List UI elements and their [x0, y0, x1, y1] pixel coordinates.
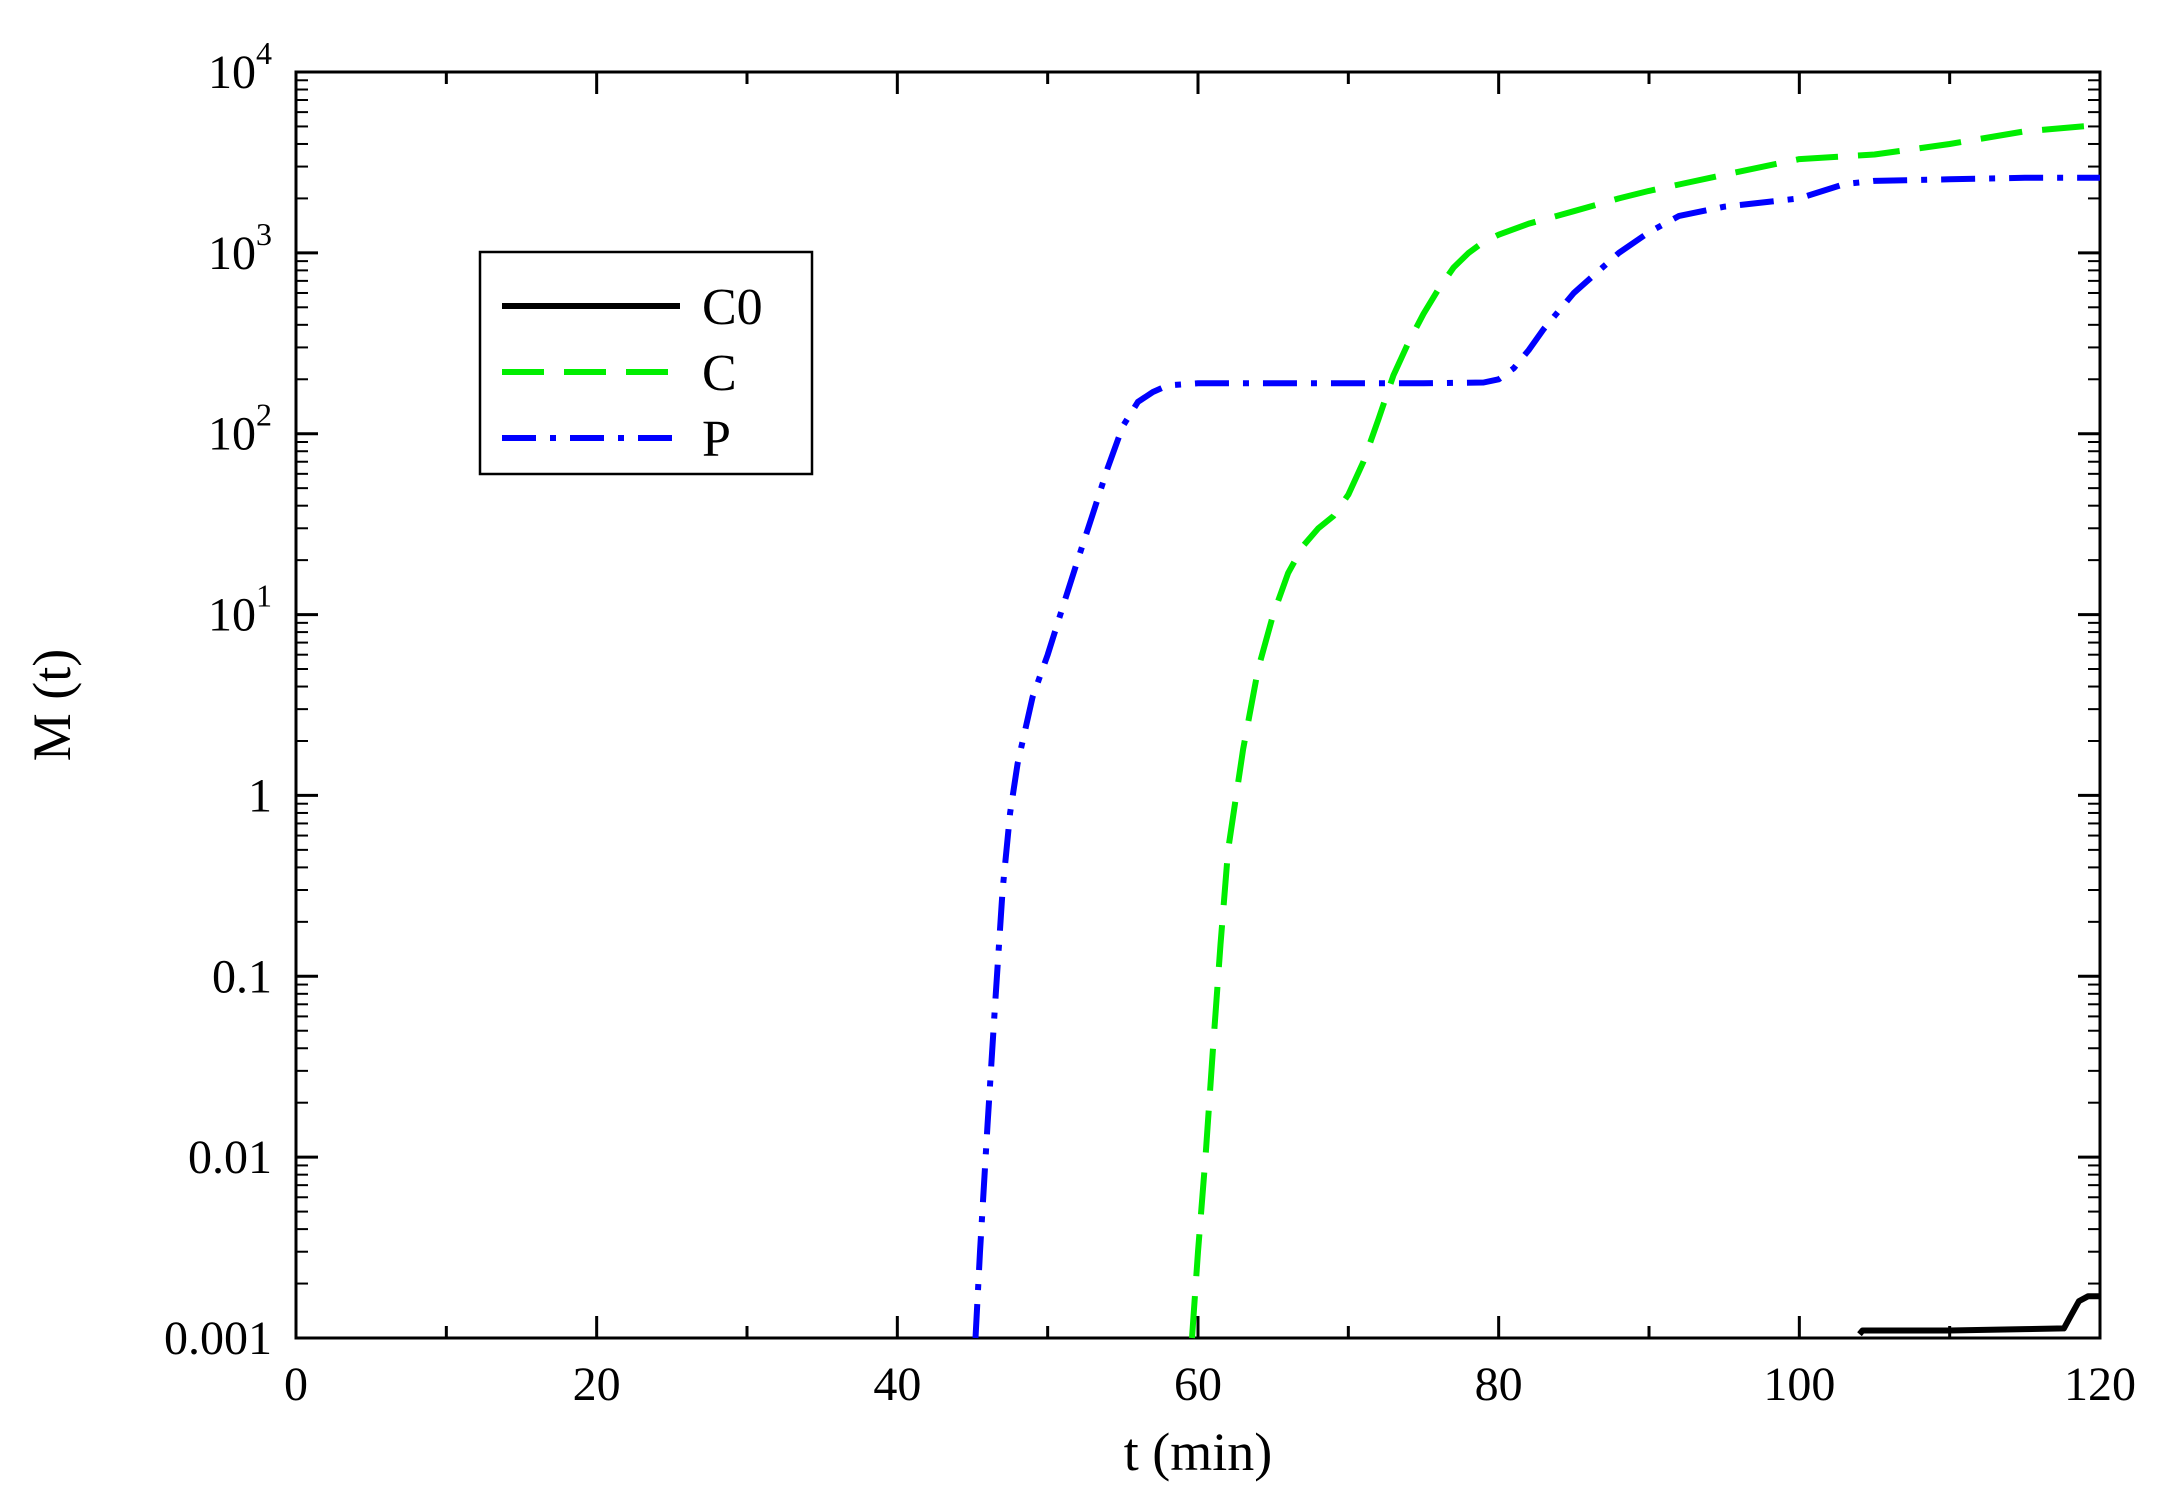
x-tick-label: 0 [284, 1358, 308, 1411]
x-tick-label: 20 [573, 1358, 621, 1411]
series-line-c0 [1857, 1293, 2100, 1337]
legend-label-c: C [702, 345, 737, 402]
y-tick-exponent: 1 [256, 578, 272, 614]
y-tick-base: 10 [208, 589, 256, 642]
legend: C0 CP [478, 250, 814, 476]
x-tick-label: 60 [1174, 1358, 1222, 1411]
y-tick-label: 0.001 [164, 1312, 272, 1365]
y-tick-base: 10 [208, 46, 256, 99]
axis-labels: t (min) M (t) [22, 649, 1272, 1482]
y-tick-label: 102 [208, 397, 272, 461]
x-axis-label: t (min) [1124, 1422, 1272, 1482]
legend-label-p: P [702, 411, 731, 468]
series-line-c [1189, 121, 2101, 1339]
y-tick-exponent: 2 [256, 397, 272, 433]
x-tick-label: 40 [873, 1358, 921, 1411]
x-tick-label: 120 [2064, 1358, 2136, 1411]
y-tick-label: 101 [208, 578, 272, 642]
y-tick-label: 103 [208, 216, 272, 280]
y-tick-label: 0.1 [212, 950, 272, 1003]
series-line-p [972, 174, 2100, 1339]
y-tick-base: 10 [208, 227, 256, 280]
y-axis-label: M (t) [22, 649, 82, 761]
y-tick-label: 104 [208, 35, 272, 99]
y-tick-exponent: 4 [256, 35, 272, 71]
x-tick-label: 100 [1763, 1358, 1835, 1411]
y-tick-exponent: 3 [256, 216, 272, 252]
y-tick-label: 0.01 [188, 1131, 272, 1184]
legend-label-c0: C0 [702, 279, 763, 336]
y-tick-label: 1 [248, 769, 272, 822]
series-lines [972, 121, 2101, 1339]
y-tick-base: 10 [208, 408, 256, 461]
x-tick-label: 80 [1475, 1358, 1523, 1411]
